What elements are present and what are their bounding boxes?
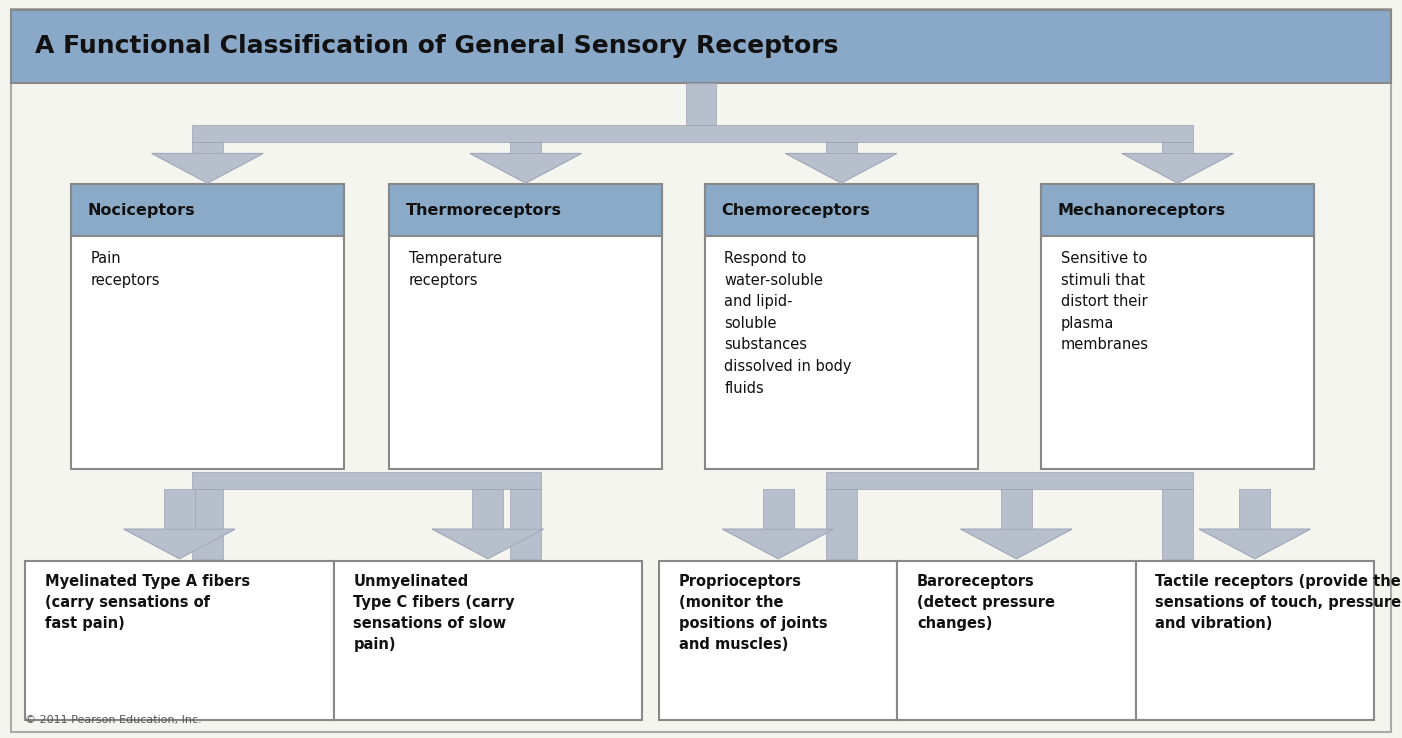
Bar (826, 489, 857, 559)
Text: Myelinated Type A fibers
(carry sensations of
fast pain): Myelinated Type A fibers (carry sensatio… (45, 574, 250, 631)
Text: Chemoreceptors: Chemoreceptors (721, 203, 871, 218)
Text: Temperature
receptors: Temperature receptors (409, 251, 502, 288)
Text: Unmyelinated
Type C fibers (carry
sensations of slow
pain): Unmyelinated Type C fibers (carry sensat… (353, 574, 515, 652)
Bar (192, 142, 223, 154)
Text: Sensitive to
stimuli that
distort their
plasma
membranes: Sensitive to stimuli that distort their … (1060, 251, 1148, 352)
Polygon shape (722, 529, 834, 559)
Text: Nociceptors: Nociceptors (87, 203, 195, 218)
Bar (510, 142, 541, 154)
Bar (1162, 142, 1193, 154)
Bar (510, 489, 541, 559)
Bar (70, 184, 345, 469)
Polygon shape (1122, 154, 1234, 183)
Polygon shape (960, 529, 1073, 559)
Text: © 2011 Pearson Education, Inc.: © 2011 Pearson Education, Inc. (25, 714, 202, 725)
Bar (704, 184, 979, 469)
Bar (334, 561, 642, 720)
Polygon shape (432, 529, 544, 559)
Bar (704, 184, 979, 236)
Bar (1136, 561, 1374, 720)
Text: Baroreceptors
(detect pressure
changes): Baroreceptors (detect pressure changes) (917, 574, 1054, 631)
Bar (192, 472, 541, 489)
Bar (686, 83, 716, 125)
Text: Mechanoreceptors: Mechanoreceptors (1057, 203, 1225, 218)
Polygon shape (123, 529, 236, 559)
Bar (826, 472, 1193, 489)
Text: Respond to
water-soluble
and lipid-
soluble
substances
dissolved in body
fluids: Respond to water-soluble and lipid- solu… (723, 251, 851, 396)
Bar (659, 561, 897, 720)
Bar (70, 184, 345, 236)
Bar (388, 184, 662, 236)
Polygon shape (785, 154, 897, 183)
Text: Thermoreceptors: Thermoreceptors (407, 203, 562, 218)
Bar (1040, 184, 1315, 469)
Bar (472, 489, 503, 529)
Polygon shape (470, 154, 582, 183)
Bar (25, 561, 334, 720)
Bar (192, 125, 1193, 142)
Bar (763, 489, 794, 529)
Bar (388, 184, 662, 469)
Text: Tactile receptors (provide the
sensations of touch, pressure,
and vibration): Tactile receptors (provide the sensation… (1155, 574, 1402, 631)
Bar (11, 10, 1391, 83)
Polygon shape (151, 154, 264, 183)
Bar (164, 489, 195, 529)
Bar (1001, 489, 1032, 529)
Bar (192, 489, 223, 559)
Text: A Functional Classification of General Sensory Receptors: A Functional Classification of General S… (35, 35, 838, 58)
Polygon shape (1199, 529, 1311, 559)
Bar (1162, 489, 1193, 559)
Bar (1040, 184, 1315, 236)
Bar (1239, 489, 1270, 529)
Text: Pain
receptors: Pain receptors (90, 251, 160, 288)
Bar (897, 561, 1136, 720)
Bar (826, 142, 857, 154)
Text: Proprioceptors
(monitor the
positions of joints
and muscles): Proprioceptors (monitor the positions of… (679, 574, 827, 652)
